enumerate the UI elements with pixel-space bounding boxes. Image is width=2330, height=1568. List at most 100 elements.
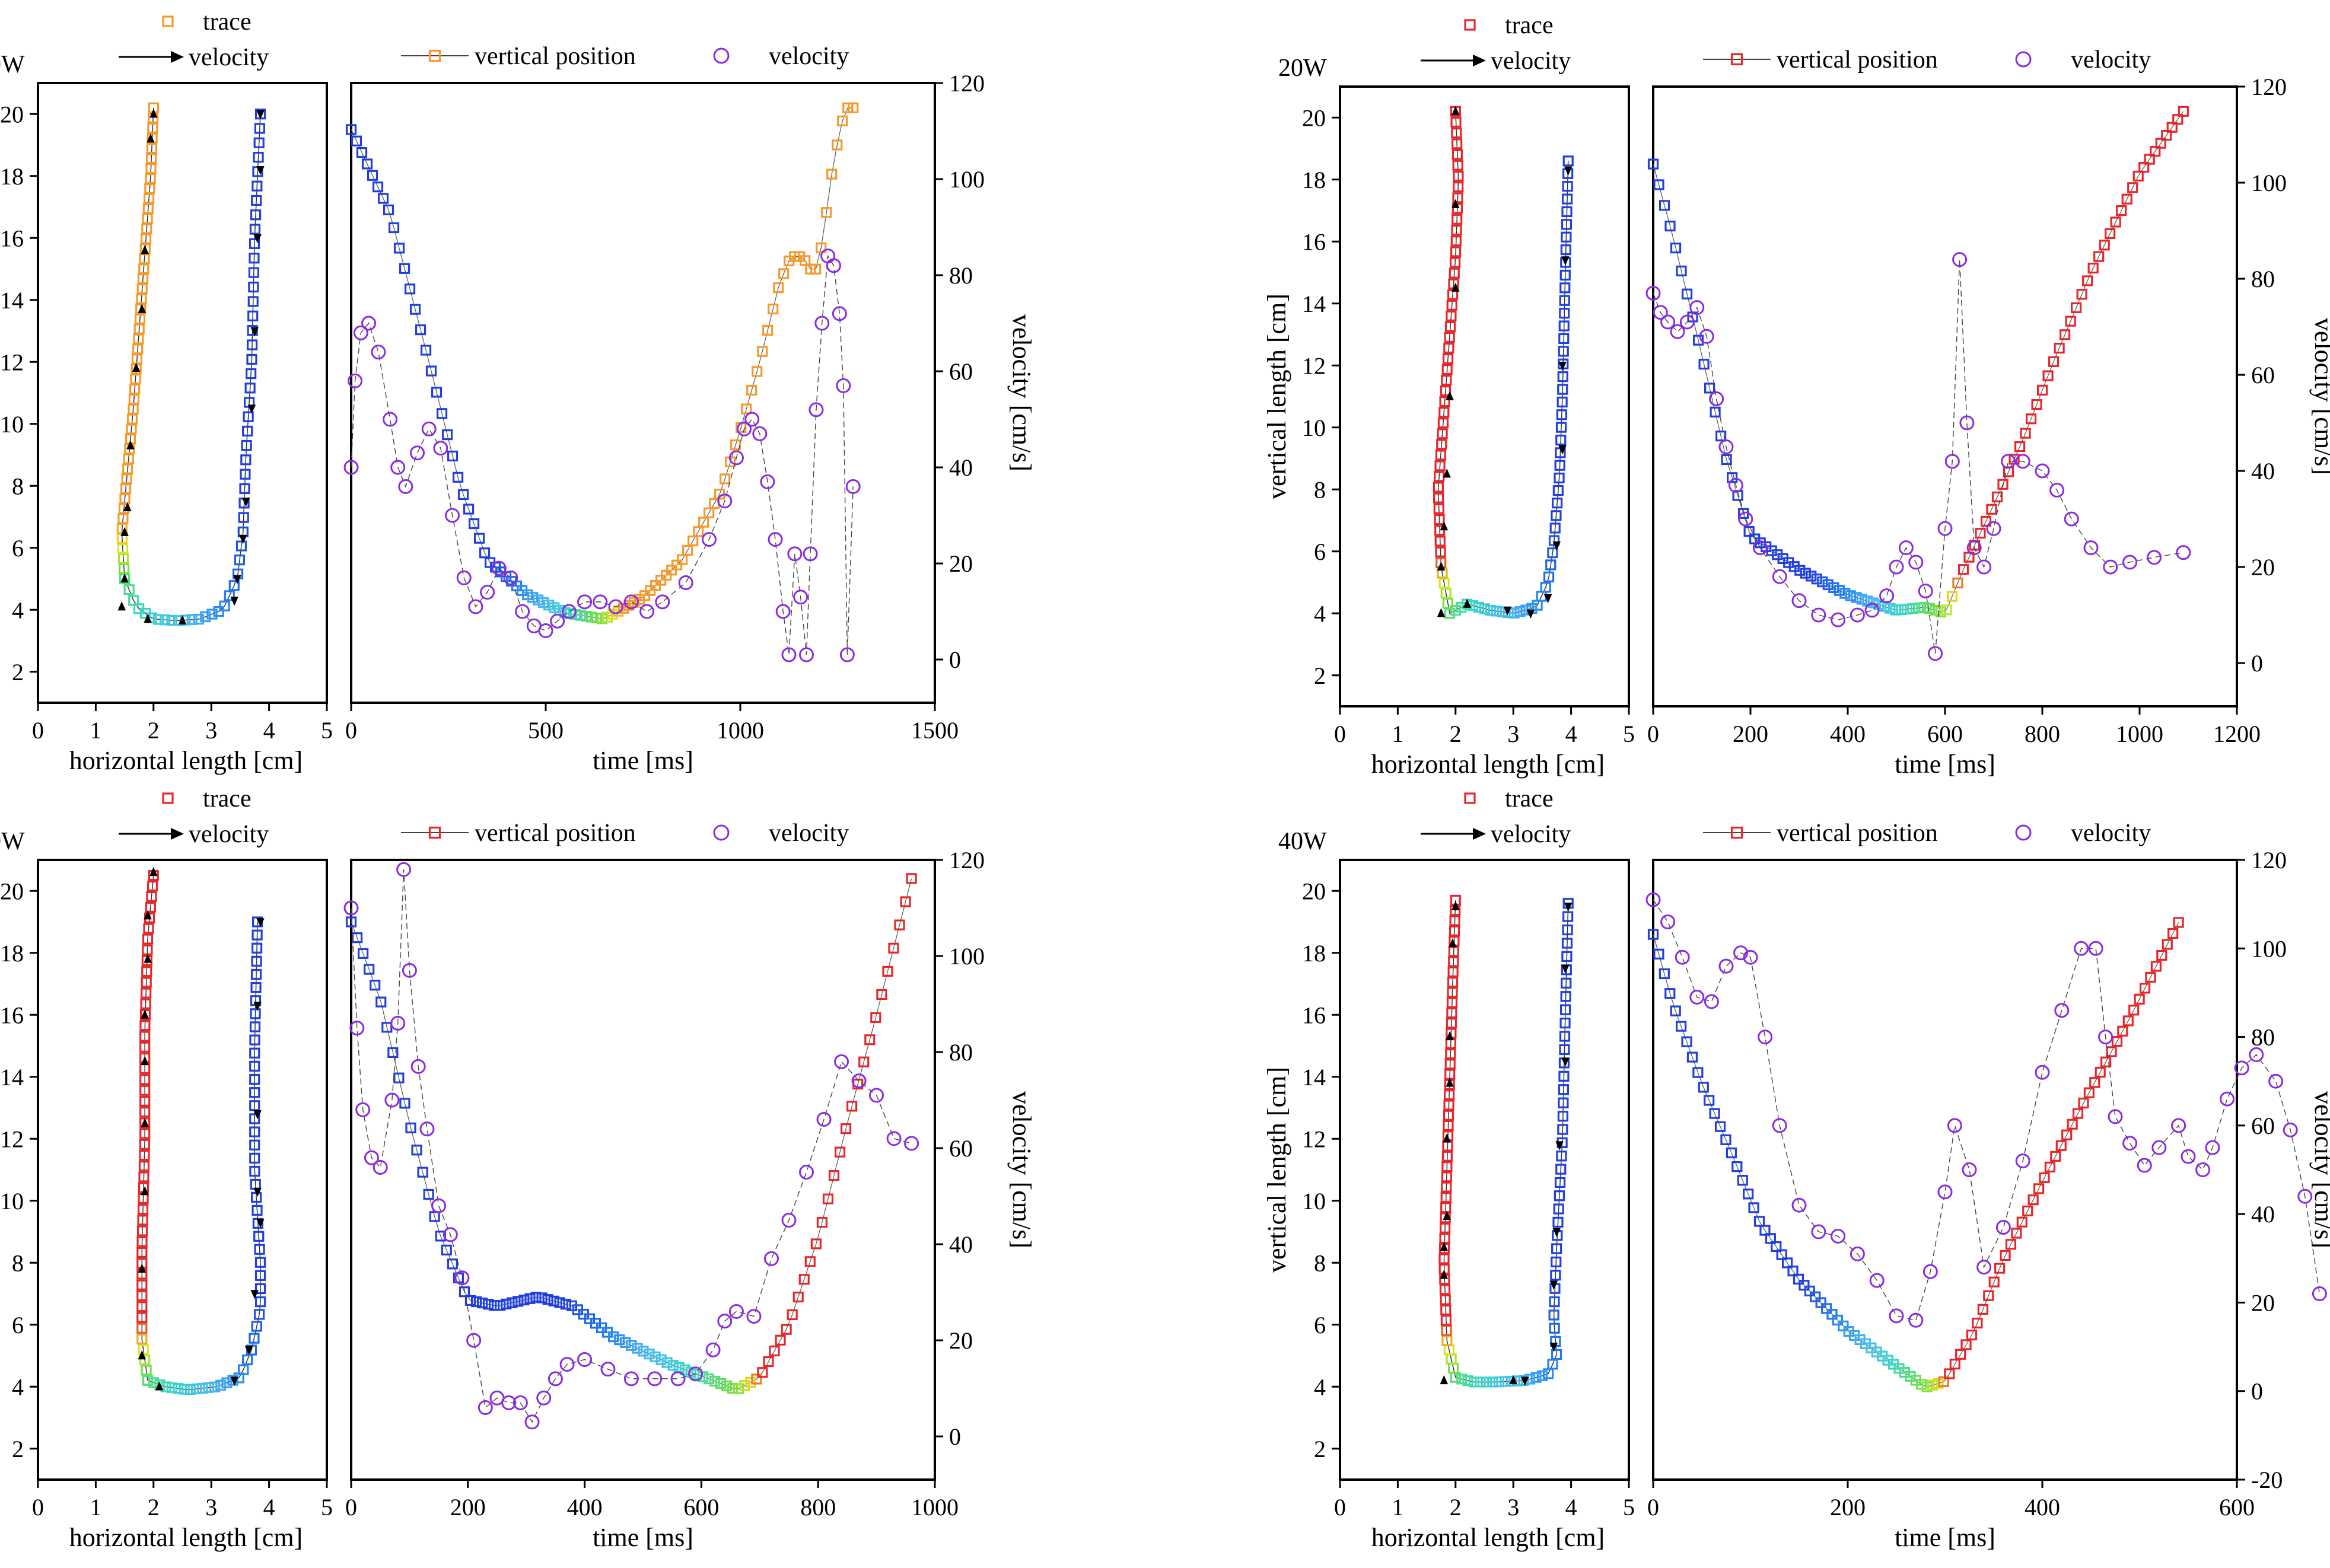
trace-point (123, 584, 135, 595)
y-tick-label: 4 (12, 1373, 24, 1400)
trace-point (254, 1244, 265, 1255)
trace-point (147, 132, 158, 144)
trace-point (145, 901, 156, 913)
velocity-point (454, 1270, 470, 1286)
y-tick-label: 20 (0, 101, 24, 128)
velocity-point (1791, 1197, 1807, 1213)
trace-point (252, 929, 263, 941)
x-tick-label: 0 (32, 1494, 44, 1521)
velocity-point (371, 345, 386, 360)
y-tick-label: 12 (1302, 352, 1326, 379)
trace-point (1438, 1253, 1450, 1264)
trace-point (166, 614, 177, 626)
velocity-arrow (120, 573, 129, 583)
position-point (685, 1366, 696, 1378)
trace-point (1434, 514, 1445, 525)
position-point (1988, 1276, 2000, 1287)
position-point (1698, 1082, 1709, 1093)
trace-point (1440, 1294, 1451, 1305)
velocity-point (744, 412, 760, 427)
position-point (832, 139, 843, 151)
legend-position-marker (1730, 826, 1743, 839)
x-tick-label: 1500 (911, 717, 959, 744)
position-point (2099, 240, 2110, 251)
trace-point (1434, 525, 1446, 536)
velocity-point (1850, 607, 1865, 623)
position-point (2027, 1194, 2039, 1206)
trace-point (1434, 536, 1446, 547)
trace-point (246, 368, 257, 380)
velocity-point (2035, 1065, 2050, 1080)
trace-point (1558, 346, 1569, 357)
x-tick-label: 2 (1450, 721, 1462, 747)
y2-axis-label: velocity [cm/s] (2309, 1091, 2330, 1248)
trace-point (215, 1379, 227, 1391)
position-point (2005, 1239, 2017, 1250)
velocity-arrow (1509, 1375, 1517, 1385)
position-point (834, 1146, 846, 1158)
trace-line (1438, 111, 1569, 614)
position-point (787, 1309, 798, 1321)
trace-point (1453, 170, 1464, 182)
trace-point (140, 233, 152, 244)
velocity-arrow (1561, 1057, 1570, 1067)
position-point (1912, 603, 1924, 614)
x-tick-label: 1200 (2213, 721, 2261, 747)
trace-point (1552, 498, 1563, 509)
trace-point (1451, 224, 1462, 236)
position-point (435, 1231, 446, 1242)
trace-point (139, 1095, 151, 1107)
position-point (2150, 961, 2162, 972)
position-point (1817, 576, 1828, 588)
trace-point (1440, 385, 1452, 397)
trace-point (1435, 546, 1446, 557)
velocity-point (410, 445, 425, 461)
time-plot-30w: 0 200 400 600 800 1000 0 20 40 60 80 100 120 time [ms… (343, 820, 1036, 1552)
velocity-point (1976, 1260, 1992, 1275)
position-point (1692, 334, 1704, 346)
trace-line (141, 875, 261, 1390)
y2-tick-label: 40 (2251, 458, 2275, 485)
velocity-point (768, 532, 783, 547)
velocity-arrow (141, 245, 149, 254)
position-point (459, 1286, 470, 1298)
position-point (345, 124, 357, 135)
velocity-point (343, 460, 359, 475)
velocity-point (1889, 1308, 1904, 1324)
position-point (2095, 1066, 2106, 1078)
velocity-arrow (247, 404, 256, 414)
position-point (810, 1238, 822, 1250)
position-point (1806, 571, 1817, 582)
legend-trace-marker (162, 15, 174, 27)
trace-point (1554, 472, 1565, 484)
velocity-point (468, 599, 483, 614)
trace-point (141, 977, 152, 988)
velocity-point (593, 594, 608, 610)
position-point (798, 1274, 810, 1285)
y-tick-label: 16 (0, 1002, 24, 1028)
position-point (1977, 1304, 1988, 1315)
trace-point (147, 880, 158, 892)
x-tick-label: 0 (1647, 721, 1659, 747)
velocity-point (515, 604, 530, 619)
position-point (804, 1256, 816, 1267)
y2-tick-label: 80 (949, 262, 973, 289)
position-point (489, 1300, 500, 1311)
position-point (1737, 1175, 1748, 1186)
trace-point (249, 1139, 260, 1150)
position-point (399, 263, 410, 274)
trace-point (1441, 364, 1453, 375)
power-label: 30W (0, 828, 25, 855)
position-point (1938, 1376, 1950, 1387)
position-point (650, 1351, 661, 1363)
trace-point (1543, 1368, 1554, 1379)
position-point (1799, 1280, 1810, 1291)
position-point (715, 1378, 727, 1389)
y-tick-label: 6 (12, 535, 24, 562)
velocity-point (2176, 545, 2191, 560)
trace-point (136, 283, 148, 295)
trace-point (1456, 1373, 1468, 1385)
x-tick-label: 2 (148, 1494, 160, 1521)
trace-point (1557, 1111, 1568, 1122)
trace-point (234, 554, 246, 566)
